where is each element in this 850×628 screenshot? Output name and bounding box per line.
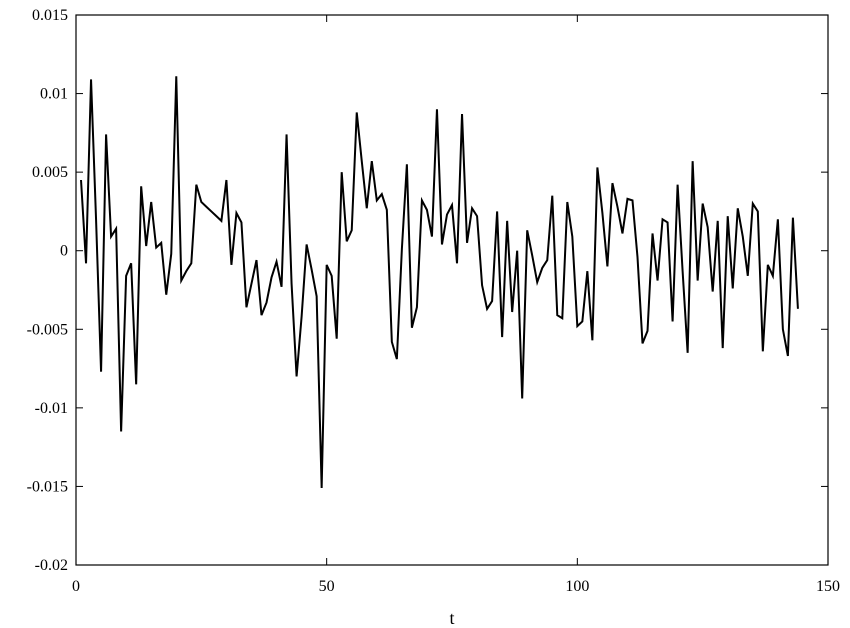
y-axis-tick-labels: -0.02 -0.015 -0.01 -0.005 0 0.005 0.01 0.015 (27, 7, 68, 574)
x-axis-title: t (449, 608, 454, 628)
x-tick-label: 150 (816, 578, 840, 595)
y-tick-label: -0.005 (27, 321, 68, 338)
x-axis-tick-labels: 0 50 100 150 (72, 578, 840, 595)
x-tick-label: 0 (72, 578, 80, 595)
plot-frame (75, 14, 829, 566)
y-tick-label: -0.015 (27, 478, 68, 495)
x-tick-label: 100 (565, 578, 589, 595)
series-line (80, 76, 799, 489)
axis-ticks (75, 14, 829, 566)
y-tick-label: -0.02 (35, 557, 68, 574)
y-tick-label: 0.005 (32, 164, 68, 181)
y-tick-label: 0.015 (32, 7, 68, 24)
y-tick-label: 0 (60, 243, 68, 260)
y-tick-label: 0.01 (40, 86, 68, 103)
x-tick-label: 50 (319, 578, 335, 595)
y-tick-label: -0.01 (35, 400, 68, 417)
